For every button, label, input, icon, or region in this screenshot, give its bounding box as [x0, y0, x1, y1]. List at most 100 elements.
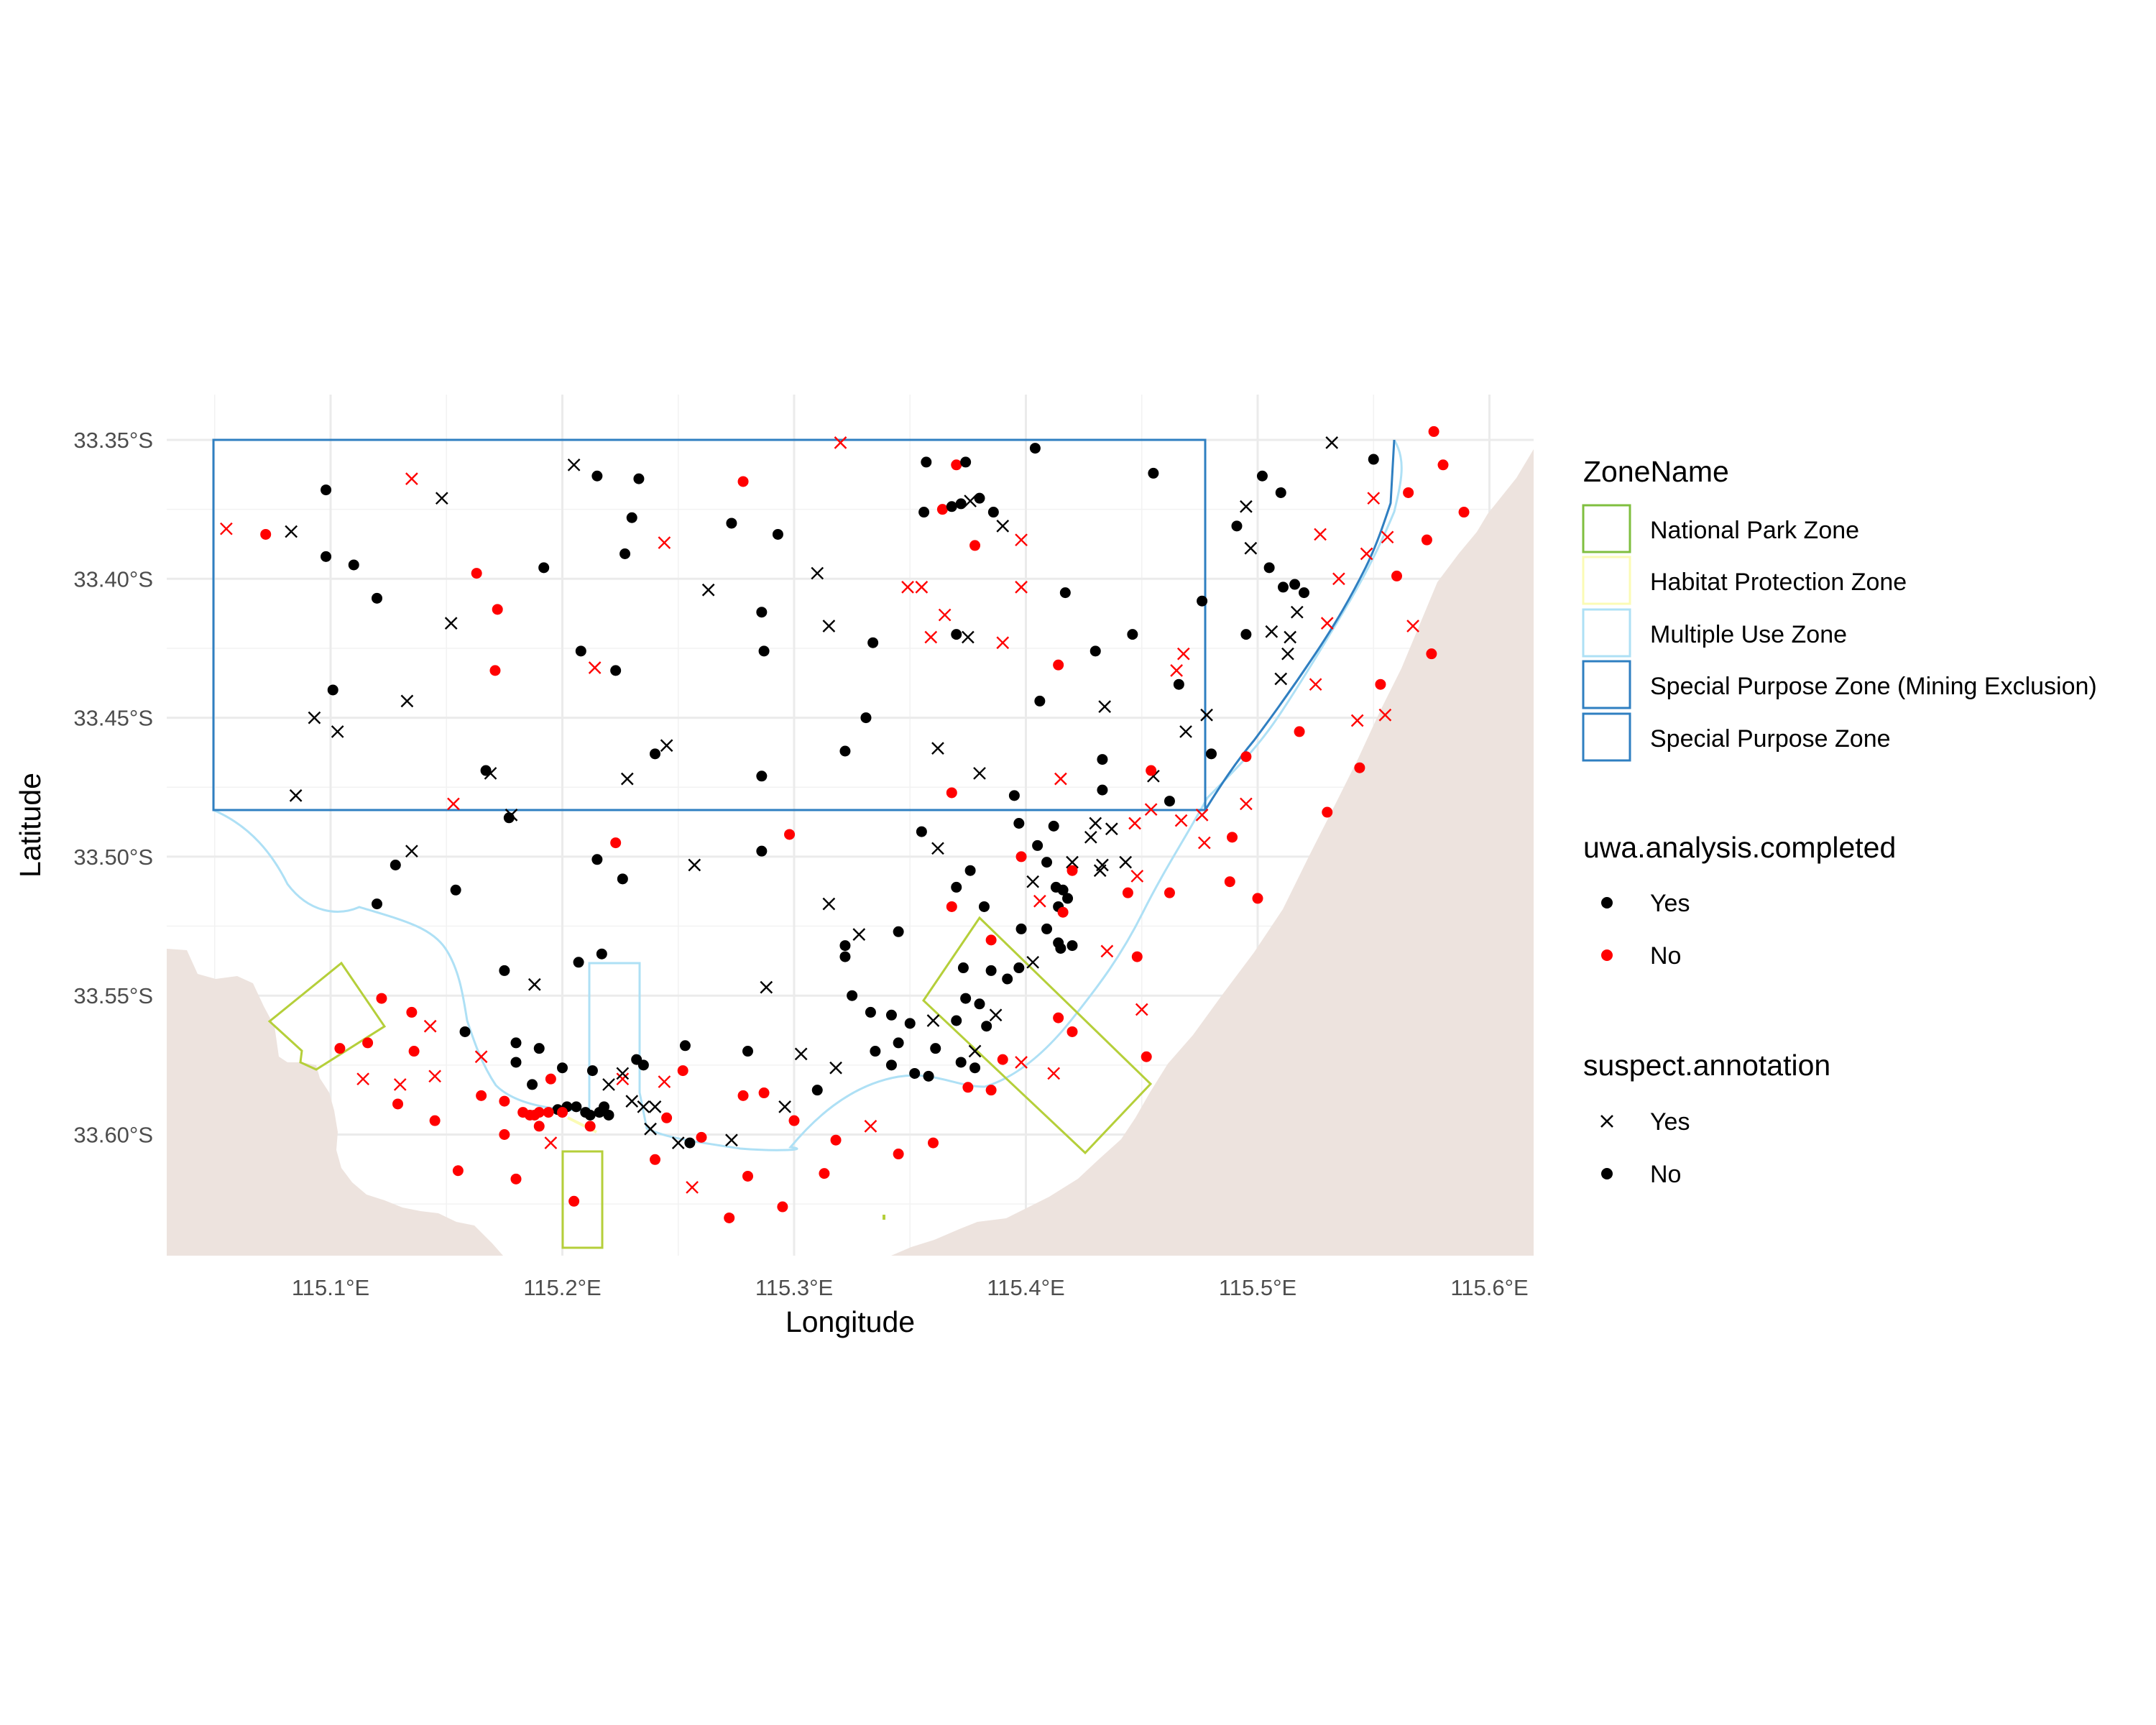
sample-point-suspect [1026, 955, 1040, 969]
sample-point [758, 645, 770, 657]
sample-point [865, 1006, 876, 1018]
sample-point [909, 1067, 921, 1079]
legend-label-special-purpose-mining: Special Purpose Zone (Mining Exclusion) [1650, 673, 2097, 700]
sample-point [1067, 1026, 1078, 1037]
sample-point [885, 1059, 897, 1071]
x-tick-label: 115.5°E [1219, 1275, 1296, 1300]
sample-point [946, 787, 957, 799]
sample-point [584, 1121, 596, 1132]
sample-point [951, 1015, 962, 1026]
sample-point [918, 507, 930, 518]
sample-point-suspect [1240, 500, 1253, 513]
sample-point-suspect [285, 525, 298, 538]
sample-point-suspect [1367, 492, 1381, 505]
sample-point-suspect [701, 583, 715, 597]
sample-point [545, 1073, 556, 1085]
zone-legend: ZoneName National Park Zone Habitat Prot… [1582, 455, 2097, 762]
sample-point-suspect [1066, 855, 1079, 869]
sample-point [1231, 520, 1243, 532]
x-axis-tick-labels: 115.1°E 115.2°E 115.3°E 115.4°E 115.5°E 115.6… [292, 1275, 1529, 1300]
sample-point-suspect [567, 458, 581, 472]
sample-point-suspect [1350, 714, 1364, 727]
legend-key-analysis-no [1601, 949, 1613, 961]
sample-point-suspect [660, 739, 673, 753]
sample-point [1097, 784, 1108, 796]
sample-point-suspect [658, 536, 671, 549]
sample-point-suspect [616, 1072, 630, 1086]
sample-point-suspect [1089, 816, 1102, 830]
sample-point [568, 1195, 580, 1207]
sample-point [392, 1098, 404, 1110]
sample-point [459, 1026, 471, 1037]
legend-key-special-purpose-mining [1582, 660, 1631, 709]
legend-key-multiple-use [1582, 608, 1631, 658]
suspect-legend: suspect.annotation Yes No [1583, 1049, 1830, 1188]
sample-point [756, 607, 768, 618]
sample-point-suspect [444, 617, 458, 630]
sample-point [916, 826, 927, 837]
sample-point [1089, 645, 1101, 657]
analysis-legend-title: uwa.analysis.completed [1583, 831, 1896, 864]
sample-point [742, 1170, 753, 1182]
sample-point-suspect [1378, 708, 1392, 722]
sample-point [1240, 751, 1252, 763]
sample-point [893, 1149, 904, 1160]
sample-point-suspect [1130, 870, 1144, 883]
sample-point [978, 901, 990, 912]
national-park-zone-south [561, 1150, 604, 1249]
sample-point-suspect [435, 492, 448, 505]
sample-point [772, 528, 783, 540]
sample-point [1057, 906, 1069, 918]
sample-point-suspect [447, 797, 460, 811]
sample-point-suspect [1244, 541, 1258, 555]
sample-point [1015, 923, 1027, 934]
sample-point [603, 1109, 614, 1121]
sample-point [955, 498, 967, 510]
sample-point-suspect [1176, 647, 1190, 661]
legend-key-suspect-yes [1600, 1115, 1613, 1128]
sample-point [1053, 1012, 1064, 1024]
sample-point-suspect [331, 725, 344, 738]
sample-point [1015, 851, 1027, 862]
sample-point [679, 1040, 691, 1052]
sample-point-suspect [308, 711, 321, 724]
sample-point-suspect [658, 1075, 671, 1088]
sample-point [811, 1085, 823, 1096]
sample-point-suspect [931, 742, 944, 755]
special-purpose-zone-mining-exclusion [212, 438, 1207, 811]
sample-point [724, 1212, 735, 1223]
sample-point [1053, 659, 1064, 671]
sample-point-suspect [602, 1078, 615, 1091]
sample-point [499, 1095, 510, 1107]
sample-point-suspect [1195, 809, 1209, 822]
sample-point [1426, 648, 1437, 660]
legend-label-multiple-use: Multiple Use Zone [1650, 621, 1847, 648]
sample-point-suspect [1170, 664, 1183, 677]
sample-point [450, 884, 461, 896]
sample-point [936, 504, 948, 515]
sample-point-suspect [1047, 1067, 1061, 1080]
sample-point [784, 829, 796, 840]
x-axis-title: Longitude [786, 1305, 915, 1338]
sample-point [1227, 832, 1238, 843]
sample-point-suspect [1135, 1003, 1148, 1016]
sample-point-suspect [1200, 708, 1213, 722]
sample-point [492, 604, 503, 615]
sample-point-suspect [1119, 855, 1133, 869]
sample-point-suspect [1179, 725, 1192, 738]
sample-point-suspect [1274, 672, 1288, 686]
sample-point-suspect [1084, 830, 1097, 844]
sample-point [839, 951, 851, 962]
sample-point-suspect [686, 1181, 699, 1194]
sample-point [376, 993, 387, 1004]
sample-point [696, 1131, 707, 1143]
sample-point [974, 492, 985, 504]
national-park-zone-west [267, 961, 387, 1071]
sample-point [661, 1112, 673, 1123]
sample-point [893, 926, 904, 937]
sample-point-suspect [938, 608, 952, 622]
sample-point-suspect [1332, 572, 1345, 586]
legend-label-suspect-no: No [1650, 1161, 1681, 1188]
sample-point [372, 592, 382, 604]
